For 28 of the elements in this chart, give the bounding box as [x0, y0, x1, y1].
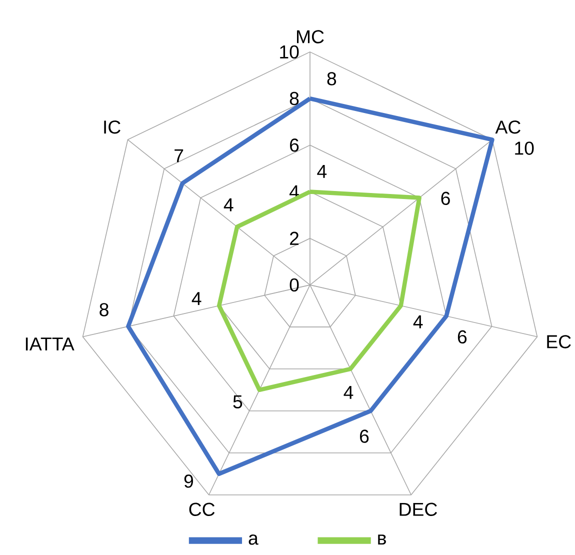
data-label: 10: [515, 142, 534, 155]
data-label: 4: [224, 198, 234, 212]
spoke-label: AC: [495, 120, 520, 134]
data-label: 6: [458, 330, 467, 344]
data-label: 4: [192, 292, 202, 305]
spoke-label: DEC: [400, 502, 437, 516]
spoke-label: CC: [189, 502, 215, 516]
data-label: 4: [344, 386, 354, 399]
data-label: 8: [327, 72, 336, 86]
y-tick-label: 6: [290, 138, 299, 152]
data-label: 9: [184, 474, 193, 488]
legend-label: a: [248, 534, 258, 545]
data-label: 7: [174, 149, 184, 162]
y-tick-label: 10: [280, 45, 299, 59]
y-tick-label: 0: [290, 278, 299, 292]
y-tick-label: 8: [290, 92, 299, 106]
data-label: 5: [233, 395, 242, 408]
data-label: 6: [441, 192, 450, 206]
spoke-label: IATTA: [26, 338, 74, 350]
data-label: 8: [100, 303, 108, 316]
data-label: 4: [413, 315, 423, 328]
legend-label: в: [378, 534, 386, 545]
spoke-label: IC: [104, 120, 120, 134]
y-tick-label: 2: [290, 232, 299, 245]
spoke-label: EC: [547, 335, 571, 348]
spoke-label: MC: [297, 30, 324, 44]
data-label: 4: [317, 164, 327, 178]
data-label: 6: [360, 430, 369, 443]
